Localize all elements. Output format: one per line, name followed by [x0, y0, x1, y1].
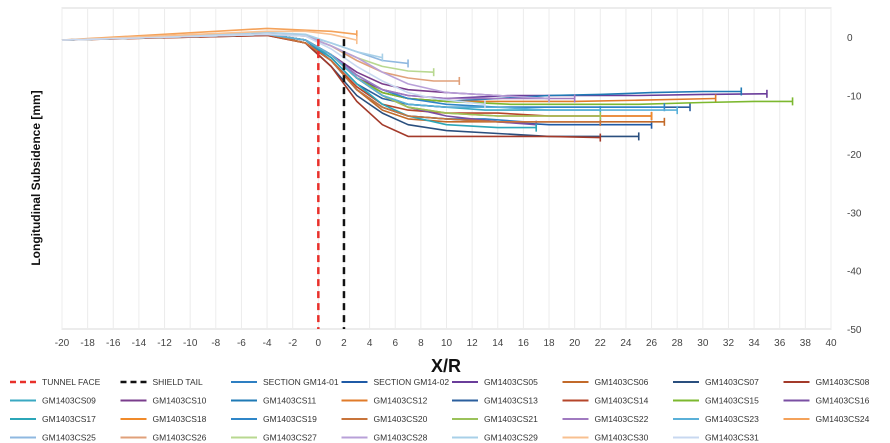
x-tick-label: -2: [288, 338, 297, 349]
y-tick-label: 0: [847, 33, 853, 44]
legend-entry: GM1403CS15: [705, 396, 759, 406]
legend-entry: TUNNEL FACE: [42, 377, 101, 387]
x-tick-label: 24: [620, 338, 632, 349]
x-tick-label: -20: [55, 338, 70, 349]
legend-entry: GM1403CS13: [484, 396, 538, 406]
legend-entry: GM1403CS20: [374, 414, 428, 424]
x-tick-label: 34: [749, 338, 761, 349]
x-tick-label: -6: [237, 338, 246, 349]
legend-entry: SHIELD TAIL: [153, 377, 204, 387]
legend-entry: GM1403CS08: [816, 377, 870, 387]
x-tick-label: 36: [774, 338, 786, 349]
legend-entry: GM1403CS31: [705, 433, 759, 443]
legend-entry: GM1403CS10: [153, 396, 207, 406]
legend: TUNNEL FACE SHIELD TAIL SECTION GM14-01 SEC…: [10, 377, 870, 443]
x-tick-label: 2: [341, 338, 347, 349]
y-tick-labels: 0 -10 -20 -30 -40 -50: [847, 33, 862, 336]
x-tick-label: 4: [367, 338, 373, 349]
legend-entry: GM1403CS07: [705, 377, 759, 387]
x-axis-title: X/R: [431, 356, 461, 376]
series-line: [61, 31, 383, 59]
x-tick-label: 28: [672, 338, 684, 349]
legend-entry: GM1403CS16: [816, 396, 870, 406]
x-tick-label: -10: [183, 338, 198, 349]
x-tick-label: -18: [80, 338, 95, 349]
legend-entry: SECTION GM14-02: [374, 377, 450, 387]
x-tick-label: 20: [569, 338, 581, 349]
legend-entry: GM1403CS22: [595, 414, 649, 424]
reference-lines: [317, 39, 346, 329]
x-tick-label: 32: [723, 338, 735, 349]
legend-entry: GM1403CS23: [705, 414, 759, 424]
x-tick-label: -8: [211, 338, 220, 349]
x-tick-label: -16: [106, 338, 121, 349]
legend-entry: GM1403CS14: [595, 396, 649, 406]
legend-entry: SECTION GM14-01: [263, 377, 339, 387]
x-tick-label: 0: [316, 338, 322, 349]
legend-entry: GM1403CS06: [595, 377, 649, 387]
x-tick-label: 30: [697, 338, 709, 349]
x-tick-label: 10: [441, 338, 453, 349]
y-tick-label: -30: [847, 208, 862, 219]
x-tick-label: -12: [157, 338, 172, 349]
series-line: [61, 33, 486, 106]
x-tick-label: -4: [263, 338, 272, 349]
x-tick-label: -14: [132, 338, 147, 349]
legend-entry: GM1403CS28: [374, 433, 428, 443]
legend-entry: GM1403CS29: [484, 433, 538, 443]
x-tick-labels: -20 -18 -16 -14 -12 -10 -8 -6 -4 -2 0 2 4 6 8 10 12 14 16 1…: [55, 338, 837, 349]
x-tick-label: 40: [825, 338, 837, 349]
x-tick-label: 26: [646, 338, 658, 349]
y-axis-title: Longitudinal Subsidence [mm]: [29, 90, 43, 265]
legend-entry: GM1403CS19: [263, 414, 317, 424]
series-lines: [61, 27, 794, 142]
x-tick-label: 18: [543, 338, 555, 349]
y-tick-label: -40: [847, 267, 862, 278]
legend-entry: GM1403CS09: [42, 396, 96, 406]
legend-entry: GM1403CS26: [153, 433, 207, 443]
legend-entry: GM1403CS27: [263, 433, 317, 443]
legend-entry: GM1403CS05: [484, 377, 538, 387]
legend-entry: GM1403CS24: [816, 414, 870, 424]
series-line: [61, 27, 357, 41]
legend-entry: GM1403CS17: [42, 414, 96, 424]
x-tick-label: 12: [467, 338, 479, 349]
legend-entry: GM1403CS25: [42, 433, 96, 443]
x-tick-label: 8: [418, 338, 424, 349]
x-tick-label: 22: [595, 338, 607, 349]
x-tick-label: 16: [518, 338, 530, 349]
series-line: [61, 30, 357, 41]
y-tick-label: -20: [847, 150, 862, 161]
legend-entry: GM1403CS18: [153, 414, 207, 424]
x-tick-label: 6: [392, 338, 398, 349]
y-tick-label: -50: [847, 325, 862, 336]
x-tick-label: 14: [492, 338, 504, 349]
legend-entry: GM1403CS12: [374, 396, 428, 406]
x-tick-label: 38: [800, 338, 812, 349]
series-line: [61, 33, 601, 123]
legend-entry: GM1403CS11: [263, 396, 317, 406]
series-line: [61, 33, 678, 111]
y-tick-label: -10: [847, 92, 862, 103]
legend-entry: GM1403CS21: [484, 414, 538, 424]
legend-entry: GM1403CS30: [595, 433, 649, 443]
